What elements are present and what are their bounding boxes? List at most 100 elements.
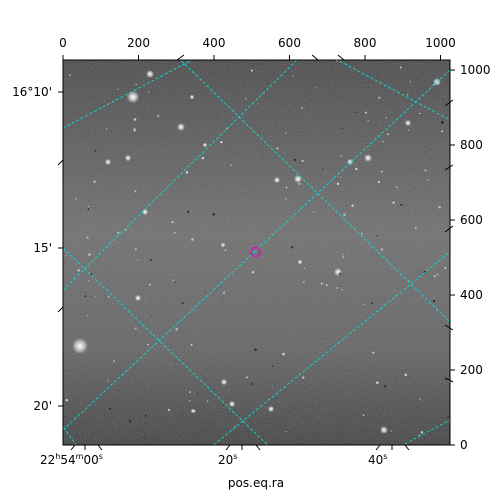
faint-star xyxy=(149,258,152,261)
faint-star xyxy=(109,408,111,410)
faint-star xyxy=(117,88,119,91)
faint-star xyxy=(107,295,110,298)
bright-star-3 xyxy=(177,123,185,131)
faint-star xyxy=(406,93,409,96)
faint-star xyxy=(187,210,190,213)
ra-tick-label-40s: 40s xyxy=(368,452,387,467)
bright-star-13 xyxy=(346,158,354,166)
ra-seconds-40-unit: s xyxy=(383,452,387,461)
faint-star xyxy=(303,267,305,269)
grid-edge-tick-5 xyxy=(444,225,454,233)
faint-star xyxy=(364,111,367,114)
faint-star xyxy=(88,253,91,256)
bright-star-2 xyxy=(146,70,154,78)
faint-star xyxy=(414,226,417,230)
top-tick-label-800: 800 xyxy=(354,36,377,50)
faint-star xyxy=(376,234,378,237)
faint-star xyxy=(171,221,174,224)
grid-line-2 xyxy=(63,69,450,431)
faint-star xyxy=(285,198,287,200)
ra-minutes-unit: m xyxy=(76,452,84,461)
bright-star-7 xyxy=(380,426,388,434)
faint-star xyxy=(144,414,147,417)
faint-star xyxy=(285,186,288,189)
faint-star xyxy=(380,170,383,173)
tick-marks xyxy=(57,54,455,451)
right-tick-label-200: 200 xyxy=(460,363,483,377)
grid-line-8 xyxy=(336,60,450,121)
grid-edge-tick-2 xyxy=(337,54,345,61)
faint-star xyxy=(117,231,120,235)
faint-star xyxy=(94,149,97,152)
faint-star xyxy=(376,381,379,385)
faint-star xyxy=(342,256,344,258)
faint-star xyxy=(245,98,247,100)
bright-star-0 xyxy=(126,90,140,104)
bright-star-21 xyxy=(228,400,236,408)
faint-star xyxy=(360,232,363,235)
faint-star xyxy=(301,376,305,379)
faint-star xyxy=(250,69,253,72)
faint-star xyxy=(441,130,444,133)
faint-star xyxy=(377,180,380,184)
faint-star xyxy=(313,211,315,213)
bright-star-1 xyxy=(72,338,88,354)
faint-star xyxy=(157,115,160,118)
faint-star xyxy=(285,132,287,134)
faint-star xyxy=(425,151,427,153)
faint-star xyxy=(390,430,392,432)
grid-edge-tick-6 xyxy=(444,324,454,331)
faint-star xyxy=(399,66,402,69)
faint-star xyxy=(293,158,297,162)
sky-image xyxy=(63,60,450,445)
faint-star xyxy=(174,232,176,234)
faint-star xyxy=(420,431,424,434)
top-tick-label-200: 200 xyxy=(127,36,150,50)
faint-star xyxy=(65,254,67,256)
grid-edge-tick-8 xyxy=(57,159,64,166)
faint-star xyxy=(189,400,191,402)
bright-star-5 xyxy=(334,268,342,276)
x-axis-title: pos.eq.ra xyxy=(228,476,284,490)
faint-star xyxy=(408,129,410,131)
faint-star xyxy=(436,273,439,276)
faint-star xyxy=(150,314,153,317)
faint-star xyxy=(149,283,151,286)
faint-star xyxy=(354,111,357,113)
star-field xyxy=(65,60,450,439)
faint-star xyxy=(301,159,304,162)
faint-star xyxy=(444,267,447,270)
faint-star xyxy=(212,389,214,391)
faint-star xyxy=(427,179,429,181)
faint-star xyxy=(222,291,226,294)
faint-star xyxy=(418,434,420,436)
faint-star xyxy=(290,245,294,249)
faint-star xyxy=(144,437,146,439)
faint-star xyxy=(84,295,87,298)
faint-star xyxy=(447,416,449,419)
faint-star xyxy=(175,327,178,331)
faint-star xyxy=(285,431,287,433)
dec-tick-label-20: 20' xyxy=(33,399,52,413)
faint-star xyxy=(341,288,343,290)
right-tick-label-600: 600 xyxy=(460,213,483,227)
faint-star xyxy=(212,212,216,216)
faint-star xyxy=(230,164,232,166)
ra-seconds: 00 xyxy=(83,453,98,467)
bright-star-8 xyxy=(141,208,149,216)
faint-star xyxy=(87,280,90,282)
faint-star xyxy=(372,351,375,354)
bright-star-14 xyxy=(104,158,112,166)
grid-edge-tick-0 xyxy=(176,54,185,61)
faint-star xyxy=(418,112,421,115)
top-tick-label-0: 0 xyxy=(59,36,67,50)
faint-star xyxy=(75,198,77,200)
faint-star xyxy=(336,287,338,289)
faint-star xyxy=(135,83,137,86)
grid-line-0 xyxy=(63,60,193,129)
faint-star xyxy=(325,284,328,286)
top-tick-label-1000: 1000 xyxy=(425,36,456,50)
faint-star xyxy=(250,382,253,385)
grid-edge-tick-12 xyxy=(225,444,231,451)
top-tick-label-600: 600 xyxy=(278,36,301,50)
